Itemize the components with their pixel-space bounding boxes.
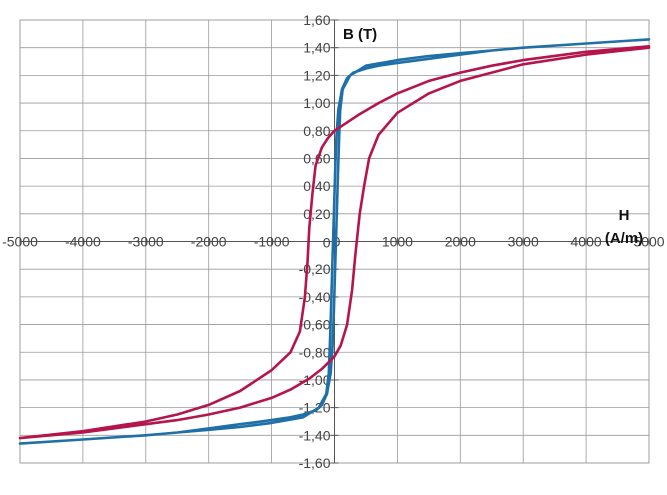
y-tick-label: 0 — [323, 235, 331, 251]
x-tick-label: -5000 — [2, 234, 38, 250]
y-tick-label: 0,80 — [303, 123, 330, 139]
y-tick-label: 1,20 — [303, 67, 330, 83]
y-tick-label: -0,20 — [299, 261, 331, 277]
x-tick-label: 4000 — [571, 234, 602, 250]
y-tick-label: -0,80 — [299, 344, 331, 360]
x-tick-labels: -5000 -4000 -3000 -2000 -1000 0 1000 2000 3000 40… — [2, 234, 665, 250]
x-axis-title-line1: H — [619, 207, 630, 224]
x-tick-label: 2000 — [445, 234, 476, 250]
x-tick-label: 1000 — [382, 234, 413, 250]
x-axis-title-line2: (A/m) — [605, 230, 643, 247]
x-tick-label: 5000 — [633, 234, 664, 250]
y-tick-label: -0,60 — [299, 317, 331, 333]
axes — [19, 19, 650, 464]
y-axis-title: B (T) — [343, 26, 377, 43]
y-tick-label: -0,40 — [299, 289, 331, 305]
y-tick-label: 1,40 — [303, 40, 330, 56]
y-tick-label: -1,00 — [299, 372, 331, 388]
x-tick-label: -1000 — [254, 234, 290, 250]
series-line-2 — [18, 45, 651, 440]
y-tick-labels: 1,601,401,201,000,800,600,400,20-0,20-0,… — [299, 12, 331, 471]
y-tick-label: 1,00 — [303, 95, 330, 111]
series-line-1 — [18, 38, 651, 445]
x-tick-label: 3000 — [508, 234, 539, 250]
x-tick-label: -2000 — [191, 234, 227, 250]
y-tick-label: 0,20 — [303, 206, 330, 222]
y-tick-label: 0,40 — [303, 178, 330, 194]
y-tick-label: -1,40 — [299, 427, 331, 443]
y-tick-label: -1,60 — [299, 455, 331, 471]
x-tick-label: -4000 — [65, 234, 101, 250]
x-tick-label: -3000 — [128, 234, 164, 250]
hysteresis-curves — [18, 38, 651, 445]
y-tick-label: 1,60 — [303, 12, 330, 28]
